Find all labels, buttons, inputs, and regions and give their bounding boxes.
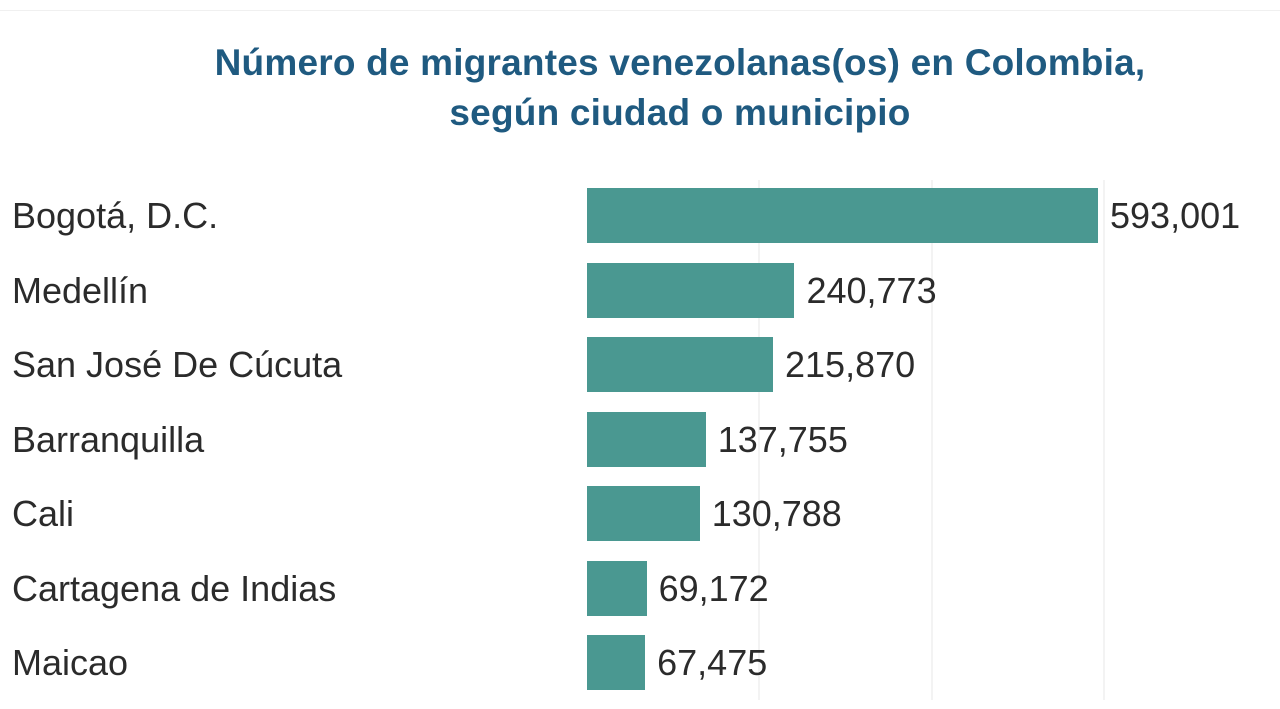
bar-row: Cali 130,788: [0, 486, 1280, 560]
category-label: Medellín: [12, 269, 149, 311]
bar-row: Cartagena de Indias 69,172: [0, 560, 1280, 635]
category-label: Bogotá, D.C.: [12, 195, 219, 236]
bar[interactable]: [587, 188, 1098, 243]
bar[interactable]: [587, 560, 647, 616]
bar-row: Maicao 67,475: [0, 635, 1280, 709]
bar-row: Medellín 240,773: [0, 262, 1280, 337]
chart-title-line-2: según ciudad o municipio: [449, 92, 911, 133]
chart-title: Número de migrantes venezolanas(os) en C…: [0, 38, 1280, 138]
gridline: [1103, 180, 1106, 700]
bar-row: Bogotá, D.C. 593,001: [0, 188, 1280, 262]
bar[interactable]: [587, 486, 700, 541]
value-label: 215,870: [785, 344, 916, 385]
bar-row: Barranquilla 137,755: [0, 411, 1280, 486]
category-label: Maicao: [12, 642, 129, 683]
value-label: 130,788: [711, 493, 842, 534]
value-label: 593,001: [1110, 195, 1241, 236]
value-label: 240,773: [806, 269, 937, 311]
chart-title-line-1: Número de migrantes venezolanas(os) en C…: [214, 42, 1146, 83]
bar[interactable]: [587, 337, 774, 392]
category-label: Cartagena de Indias: [12, 567, 337, 609]
bar[interactable]: [587, 411, 706, 467]
value-label: 69,172: [658, 567, 769, 609]
bar[interactable]: [587, 262, 795, 318]
top-divider: [0, 10, 1280, 11]
category-label: Cali: [12, 493, 75, 534]
value-label: 67,475: [657, 642, 768, 683]
category-label: Barranquilla: [12, 418, 205, 460]
category-label: San José De Cúcuta: [12, 344, 343, 385]
bar-row: San José De Cúcuta 215,870: [0, 337, 1280, 411]
gridline: [758, 180, 761, 700]
value-label: 137,755: [717, 418, 848, 460]
bar[interactable]: [587, 635, 646, 690]
gridline: [930, 180, 933, 700]
